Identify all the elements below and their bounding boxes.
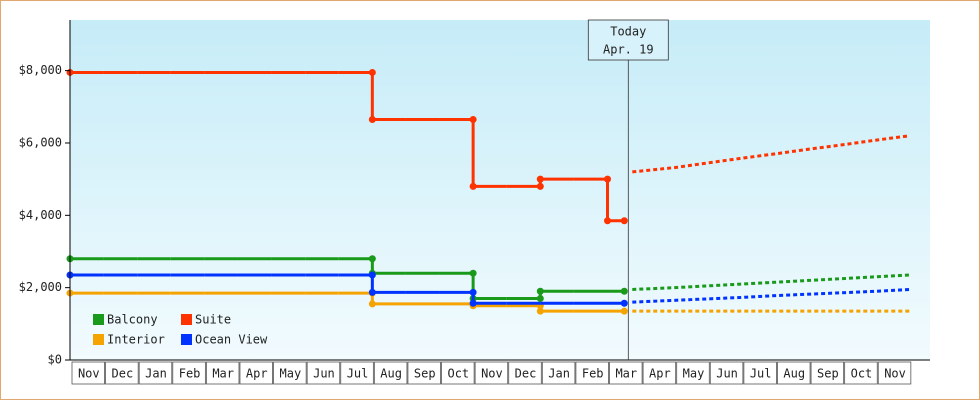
x-tick-label: Apr — [649, 367, 671, 381]
x-tick-box — [877, 361, 912, 385]
legend-label: Interior — [107, 333, 165, 347]
x-tick-label: Nov — [884, 367, 906, 381]
x-tick-label: May — [280, 367, 302, 381]
y-tick-label: $6,000 — [19, 135, 62, 149]
x-tick-box — [407, 361, 441, 385]
point — [620, 299, 628, 307]
x-tick-box — [844, 361, 878, 385]
x-tick-label: Jul — [347, 367, 369, 381]
x-tick-label: Apr — [246, 367, 268, 381]
point — [368, 68, 376, 76]
x-tick-box — [306, 361, 341, 385]
x-tick-label: Mar — [615, 367, 637, 381]
x-tick-label: Nov — [78, 367, 100, 381]
x-tick-box — [575, 361, 609, 385]
x-tick-box — [541, 361, 576, 385]
x-tick-box — [273, 361, 307, 385]
x-tick-label: Dec — [112, 367, 134, 381]
legend-label: Ocean View — [195, 333, 268, 347]
point — [469, 115, 477, 123]
x-tick-box — [474, 361, 509, 385]
x-tick-label: Dec — [515, 367, 537, 381]
point — [620, 287, 628, 295]
point — [368, 255, 376, 263]
x-tick-box — [138, 361, 173, 385]
y-tick-label: $4,000 — [19, 208, 62, 222]
x-tick-label: Jan — [548, 367, 570, 381]
y-tick-label: $0 — [48, 353, 62, 367]
x-tick-box — [709, 361, 744, 385]
x-tick-box — [743, 361, 777, 385]
x-tick-label: Feb — [582, 367, 604, 381]
x-tick-box — [340, 361, 374, 385]
x-tick-label: May — [683, 367, 705, 381]
legend-swatch — [181, 334, 192, 345]
x-tick-label: Mar — [212, 367, 234, 381]
x-tick-box — [441, 361, 475, 385]
forecast-line — [632, 273, 910, 291]
x-tick-box — [205, 361, 240, 385]
x-tick-box — [508, 361, 542, 385]
point — [368, 271, 376, 279]
point — [620, 307, 628, 315]
legend-swatch — [93, 314, 104, 325]
x-tick-label: Oct — [851, 367, 873, 381]
point — [469, 288, 477, 296]
forecast-line — [632, 287, 910, 304]
x-tick-box — [777, 361, 811, 385]
x-tick-box — [810, 361, 845, 385]
x-tick-label: Oct — [447, 367, 469, 381]
y-tick-label: $2,000 — [19, 280, 62, 294]
x-tick-box — [239, 361, 273, 385]
point — [536, 295, 544, 303]
point — [536, 182, 544, 190]
today-label: Apr. 19 — [603, 43, 654, 57]
x-tick-box — [642, 361, 677, 385]
x-tick-box — [105, 361, 139, 385]
point — [620, 217, 628, 225]
today-label: Today — [610, 25, 646, 39]
x-tick-box — [71, 361, 105, 385]
point — [469, 269, 477, 277]
x-tick-box — [676, 361, 710, 385]
x-tick-label: Aug — [380, 367, 402, 381]
x-tick-label: Nov — [481, 367, 503, 381]
x-tick-box — [373, 361, 408, 385]
x-tick-label: Jul — [750, 367, 772, 381]
legend-label: Suite — [195, 313, 231, 327]
legend-label: Balcony — [107, 313, 158, 327]
legend-swatch — [93, 334, 104, 345]
x-tick-label: Sep — [817, 367, 839, 381]
point — [604, 175, 611, 183]
y-tick-label: $8,000 — [19, 63, 62, 77]
x-tick-label: Jun — [313, 367, 335, 381]
x-tick-label: Feb — [179, 367, 201, 381]
x-tick-label: Jan — [145, 367, 167, 381]
x-tick-label: Sep — [414, 367, 436, 381]
x-tick-box — [172, 361, 206, 385]
legend-swatch — [181, 314, 192, 325]
today-box — [587, 19, 669, 61]
forecast-line — [632, 134, 911, 174]
x-tick-label: Jun — [716, 367, 738, 381]
x-tick-label: Aug — [783, 367, 805, 381]
x-tick-box — [609, 361, 643, 385]
